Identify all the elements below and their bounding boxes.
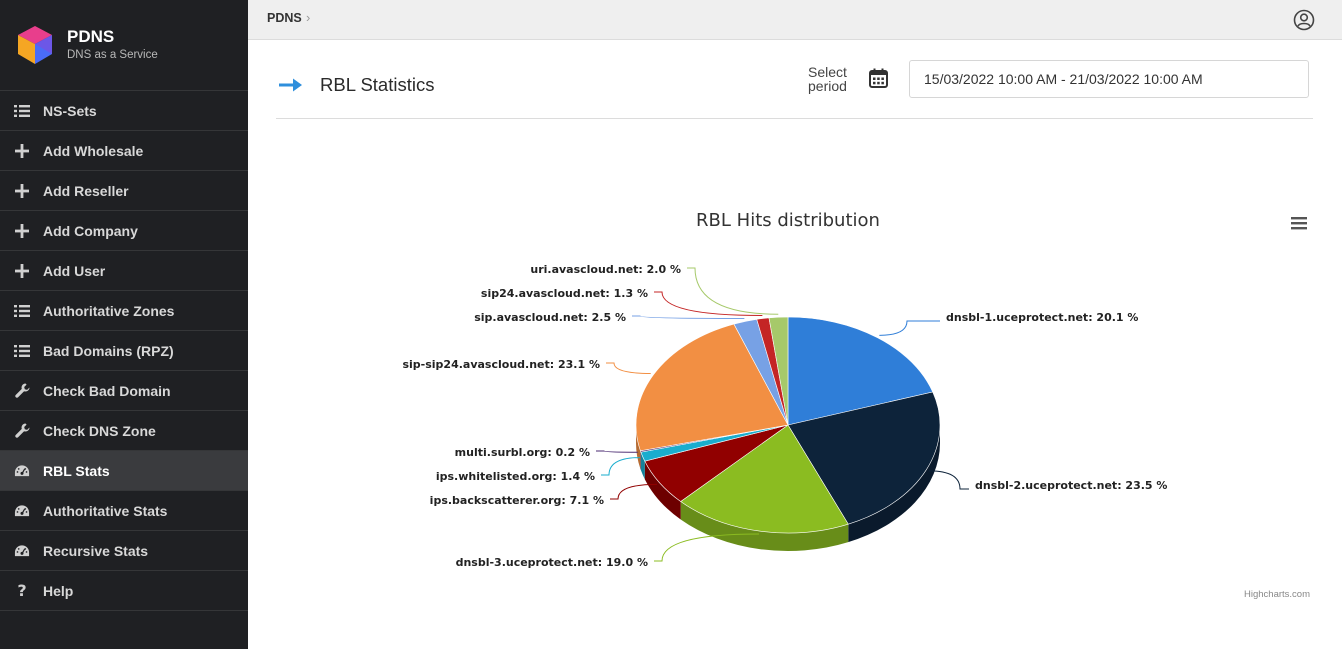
pie-slice-dnsbl-2-uceprotect-net[interactable] (787, 391, 941, 525)
sidebar-item-recursive-stats[interactable]: Recursive Stats (0, 531, 248, 571)
pie-slice-sip-sip24-avascloud-net[interactable] (635, 323, 789, 452)
chart-title: RBL Hits distribution (696, 210, 880, 231)
pie-connector-8 (654, 291, 763, 317)
rbl-pie-chart: RBL Hits distribution dnsbl-1.uceprotect… (402, 210, 1310, 600)
user-account-icon[interactable] (1293, 9, 1315, 31)
sidebar-item-rbl-stats[interactable]: RBL Stats (0, 451, 248, 491)
gauge-icon (14, 543, 30, 559)
sidebar-item-label: Check Bad Domain (43, 382, 171, 399)
sidebar-item-label: Add User (43, 262, 106, 279)
top-bar: PDNS › (248, 0, 1342, 40)
sidebar-item-check-bad-domain[interactable]: Check Bad Domain (0, 371, 248, 411)
chart-credits[interactable]: Highcharts.com (1244, 589, 1310, 600)
brand-subtitle: DNS as a Service (67, 49, 158, 61)
pie-connector-5 (596, 450, 638, 453)
pie-connector-4 (601, 457, 640, 476)
plus-icon (14, 263, 30, 279)
pie-depth-4 (640, 452, 645, 480)
wrench-icon (14, 383, 30, 399)
question-icon: ? (17, 581, 27, 600)
pie-label: multi.surbl.org: 0.2 % (455, 446, 590, 459)
breadcrumb-root[interactable]: PDNS (267, 11, 302, 25)
pie-labels: dnsbl-1.uceprotect.net: 20.1 % dnsbl-2.uc… (402, 263, 1167, 569)
pie-slice-uri-avascloud-net[interactable] (768, 316, 789, 426)
gauge-icon (14, 503, 30, 519)
plus-icon (14, 143, 30, 159)
wrench-icon (14, 423, 30, 439)
pie-connector-3 (610, 483, 658, 500)
sidebar-item-add-reseller[interactable]: Add Reseller (0, 171, 248, 211)
sidebar: PDNS DNS as a Service NS-Sets Add Wholesa… (0, 0, 248, 649)
sidebar-item-label: Add Wholesale (43, 142, 144, 159)
pie-connector-7 (632, 315, 745, 319)
sidebar-item-add-company[interactable]: Add Company (0, 211, 248, 251)
sidebar-item-add-user[interactable]: Add User (0, 251, 248, 291)
pie-depth-1 (848, 425, 940, 543)
sidebar-item-help[interactable]: ? Help (0, 571, 248, 611)
pie-label: uri.avascloud.net: 2.0 % (530, 263, 681, 276)
date-range-input[interactable] (909, 60, 1309, 98)
sidebar-item-check-dns-zone[interactable]: Check DNS Zone (0, 411, 248, 451)
sidebar-item-label: Help (43, 582, 74, 599)
plus-icon (14, 223, 30, 239)
pie-label: dnsbl-1.uceprotect.net: 20.1 % (946, 311, 1138, 324)
list-icon (14, 343, 30, 359)
nav-menu: NS-Sets Add Wholesale Add Reseller Add Comp… (0, 91, 248, 611)
pie-connector-2 (654, 533, 760, 562)
pie-connector-9 (687, 267, 779, 315)
pie-label: dnsbl-2.uceprotect.net: 23.5 % (975, 479, 1167, 492)
calendar-icon[interactable] (869, 68, 888, 88)
gauge-icon (14, 463, 30, 479)
plus-icon (14, 183, 30, 199)
list-icon (14, 103, 30, 119)
sidebar-item-label: Authoritative Stats (43, 502, 168, 519)
sidebar-item-authoritative-zones[interactable]: Authoritative Zones (0, 291, 248, 331)
pie-connector-6 (606, 362, 651, 374)
sidebar-item-label: Authoritative Zones (43, 302, 175, 319)
breadcrumb-separator-icon: › (306, 10, 311, 25)
sidebar-item-authoritative-stats[interactable]: Authoritative Stats (0, 491, 248, 531)
pie-label: sip-sip24.avascloud.net: 23.1 % (402, 358, 600, 371)
brand[interactable]: PDNS DNS as a Service (0, 0, 248, 91)
pie-label: ips.backscatterer.org: 7.1 % (430, 494, 604, 507)
sidebar-item-label: Check DNS Zone (43, 422, 156, 439)
pie-connector-1 (929, 470, 969, 490)
list-icon (14, 303, 30, 319)
pie-slice-dnsbl-3-uceprotect-net[interactable] (680, 424, 849, 534)
sidebar-item-ns-sets[interactable]: NS-Sets (0, 91, 248, 131)
sidebar-item-label: NS-Sets (43, 102, 97, 119)
select-period-label: Select period (808, 64, 847, 94)
header-divider (276, 118, 1313, 119)
arrow-right-icon (279, 78, 302, 92)
pie-depth-2 (680, 501, 849, 551)
sidebar-item-label: Recursive Stats (43, 542, 149, 559)
sidebar-item-label: Add Company (43, 222, 138, 239)
sidebar-item-label: RBL Stats (43, 462, 110, 479)
pie-connector-0 (879, 320, 940, 336)
pie-slices (635, 316, 941, 534)
logo-icon (18, 26, 52, 64)
pie-label: dnsbl-3.uceprotect.net: 19.0 % (456, 556, 648, 569)
sidebar-item-label: Add Reseller (43, 182, 129, 199)
page-title: RBL Statistics (320, 74, 435, 95)
pie-label: sip.avascloud.net: 2.5 % (474, 311, 626, 324)
sidebar-item-bad-domains-rpz[interactable]: Bad Domains (RPZ) (0, 331, 248, 371)
sidebar-item-add-wholesale[interactable]: Add Wholesale (0, 131, 248, 171)
pie-label: ips.whitelisted.org: 1.4 % (436, 470, 595, 483)
sidebar-item-label: Bad Domains (RPZ) (43, 342, 174, 359)
brand-title: PDNS (67, 27, 115, 46)
pie-slice-dnsbl-1-uceprotect-net[interactable] (787, 316, 934, 426)
chart-menu-icon[interactable] (1291, 217, 1307, 230)
pie-label: sip24.avascloud.net: 1.3 % (481, 287, 648, 300)
